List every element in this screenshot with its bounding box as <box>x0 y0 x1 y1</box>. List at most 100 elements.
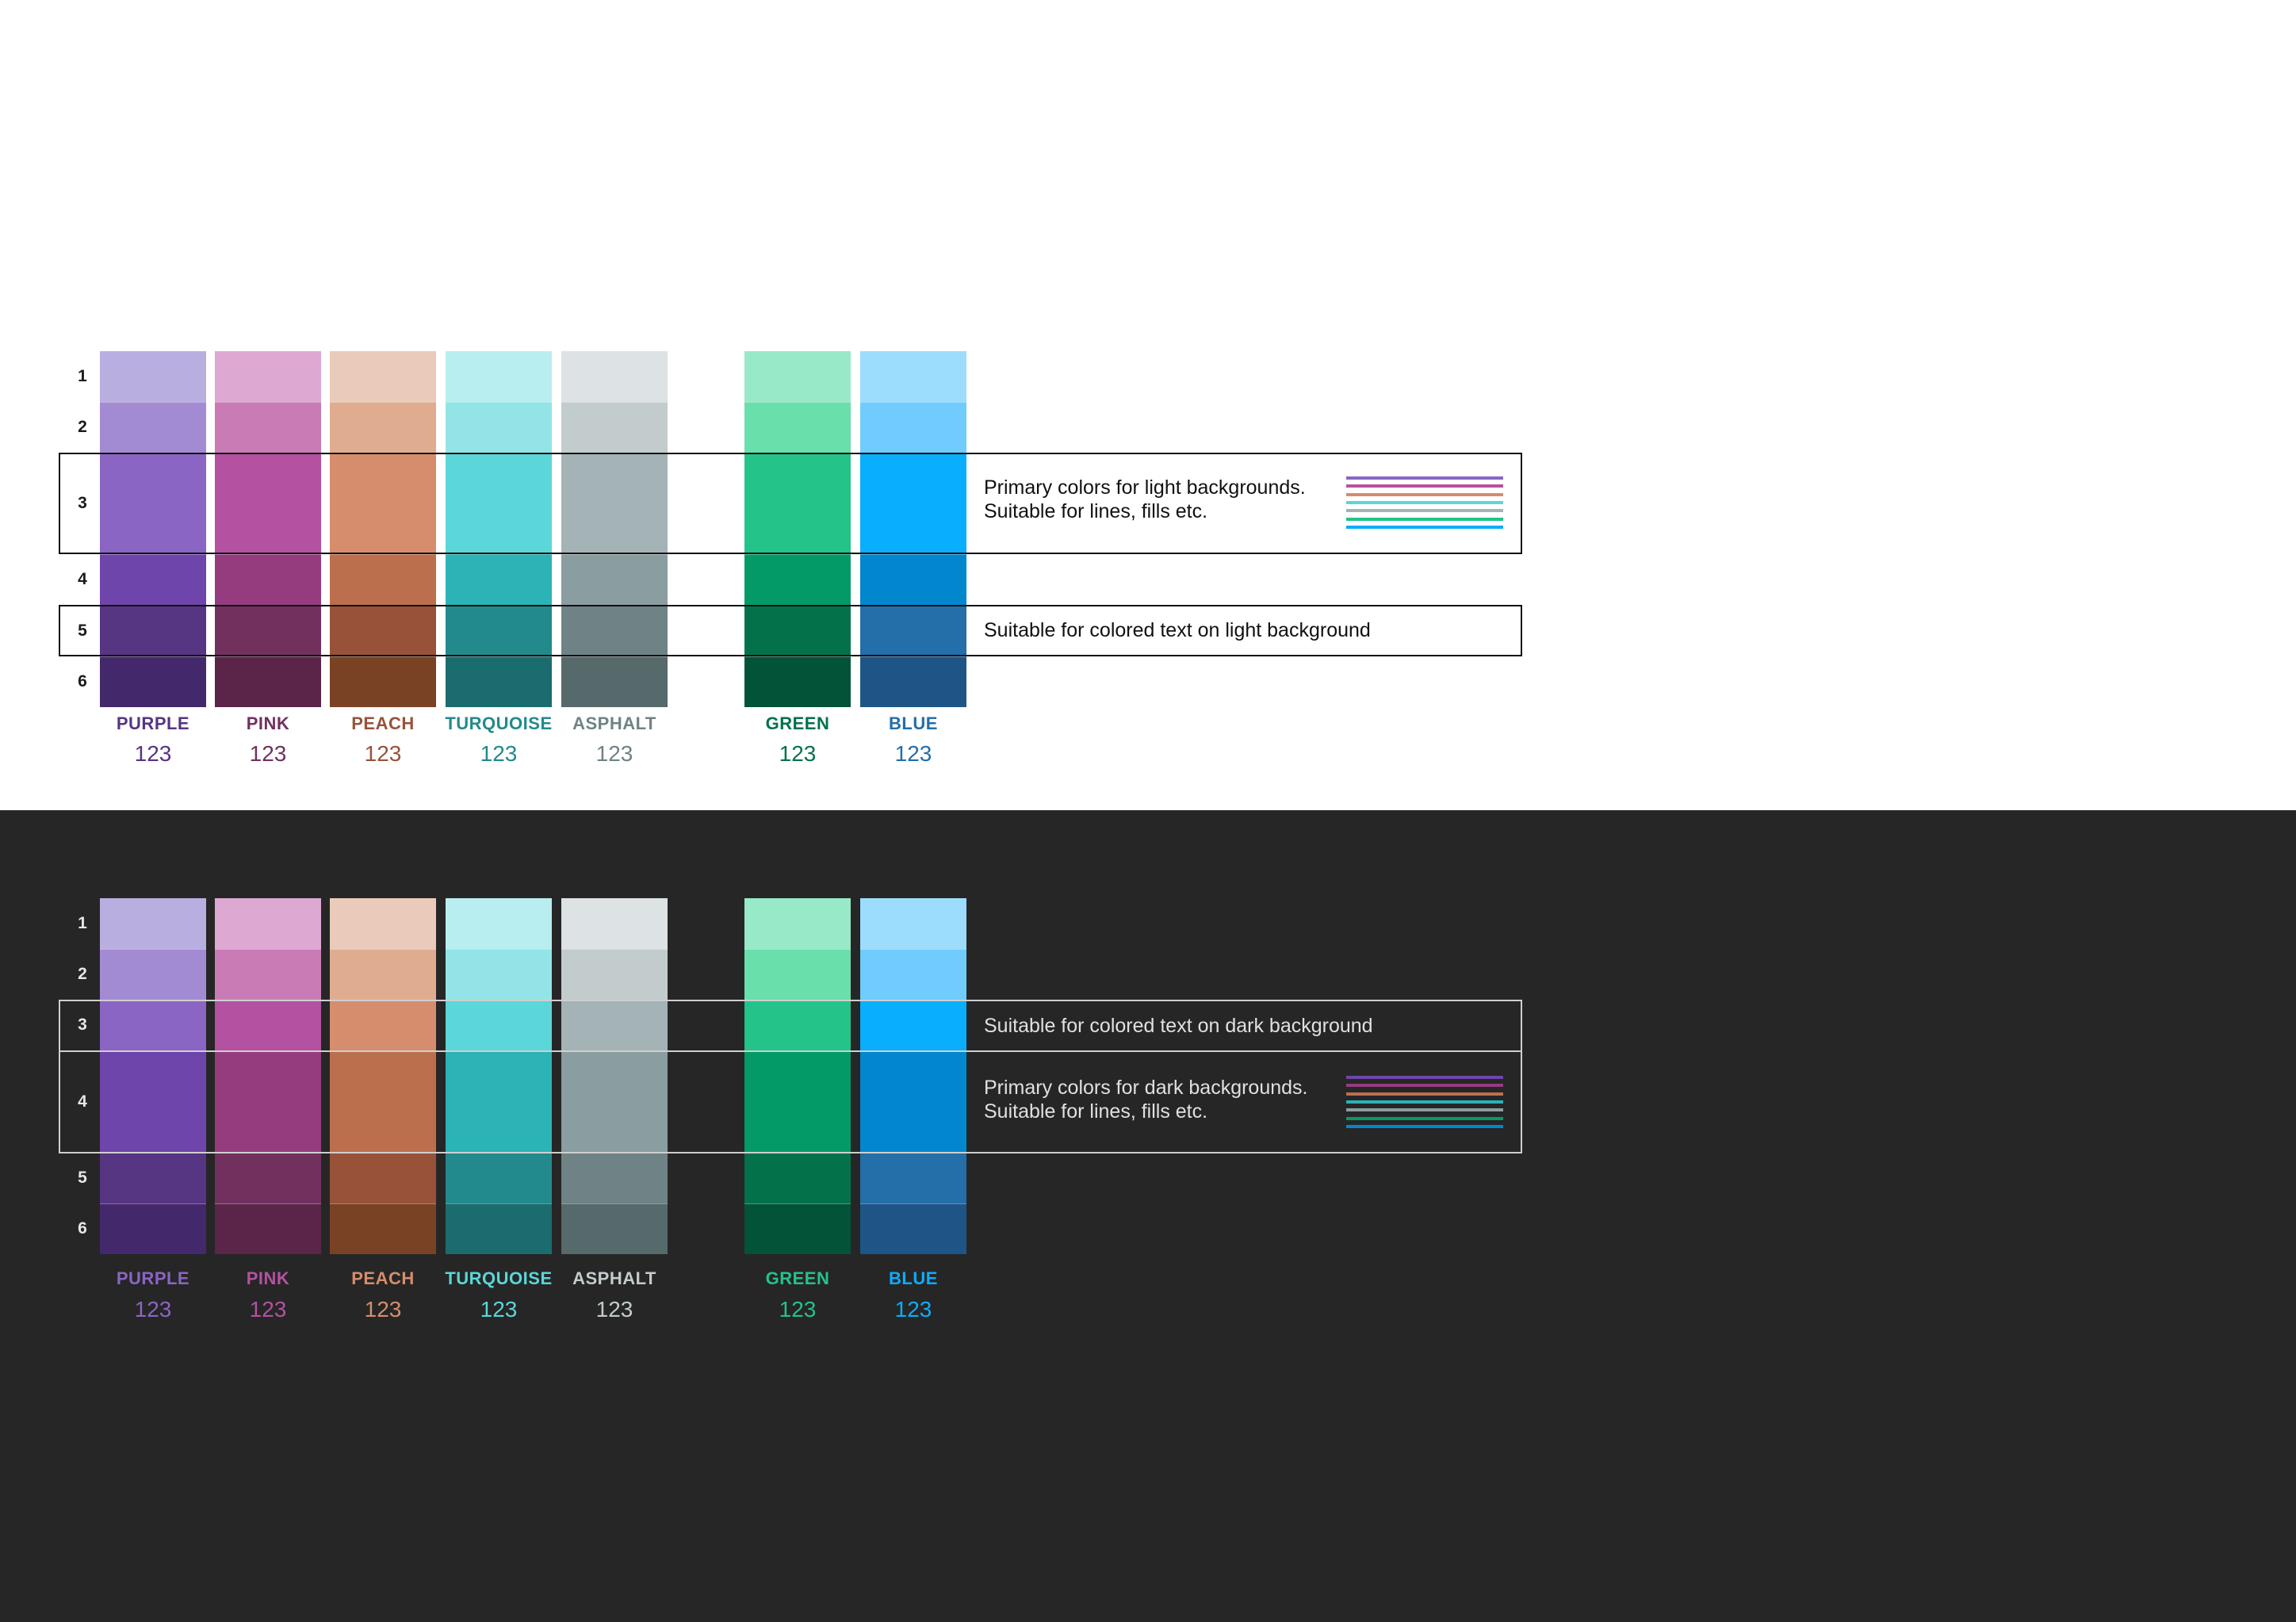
swatch-green-3 <box>744 453 851 554</box>
swatch-purple-2 <box>100 949 206 1000</box>
row-label-3: 3 <box>78 1016 87 1034</box>
palette-sample-turquoise: 123 <box>480 1297 518 1322</box>
swatch-peach-3 <box>330 1000 436 1050</box>
swatch-asphalt-2 <box>561 402 668 453</box>
swatch-purple-2 <box>100 402 206 453</box>
sample-line-turquoise <box>1346 1100 1503 1104</box>
swatch-pink-5 <box>215 1153 321 1203</box>
swatch-asphalt-4 <box>561 554 668 605</box>
palette-sample-blue: 123 <box>894 1297 932 1322</box>
sample-lines <box>1346 476 1503 532</box>
palette-name-turquoise: TURQUOISE <box>445 1268 553 1288</box>
swatch-blue-1 <box>860 351 966 402</box>
swatch-peach-3 <box>330 453 436 554</box>
swatch-blue-3 <box>860 453 966 554</box>
row-label-3: 3 <box>78 494 87 512</box>
swatch-green-5 <box>744 605 851 656</box>
swatch-turquoise-2 <box>446 949 552 1000</box>
swatch-turquoise-2 <box>446 402 552 453</box>
swatch-blue-6 <box>860 1203 966 1254</box>
primary-colors-note: Primary colors for light backgrounds. Su… <box>984 476 1306 522</box>
swatch-turquoise-1 <box>446 351 552 402</box>
swatch-turquoise-6 <box>446 656 552 707</box>
palette-sample-purple: 123 <box>134 741 172 766</box>
swatch-asphalt-6 <box>561 1203 668 1254</box>
palette-name-pink: PINK <box>246 1268 290 1288</box>
row-label-5: 5 <box>78 621 87 640</box>
swatch-asphalt-3 <box>561 453 668 554</box>
palette-sample-pink: 123 <box>249 1297 287 1322</box>
swatch-purple-1 <box>100 898 206 949</box>
palette-sample-green: 123 <box>779 1297 817 1322</box>
swatch-turquoise-5 <box>446 605 552 656</box>
swatch-turquoise-4 <box>446 1050 552 1153</box>
sample-line-green <box>1346 1117 1503 1120</box>
swatch-pink-4 <box>215 1050 321 1153</box>
row-label-1: 1 <box>78 367 87 385</box>
palette-name-peach: PEACH <box>351 1268 415 1288</box>
swatch-pink-6 <box>215 656 321 707</box>
swatch-green-6 <box>744 1203 851 1254</box>
palette-sample-asphalt: 123 <box>595 1297 633 1322</box>
palette-name-asphalt: ASPHALT <box>572 1268 656 1288</box>
swatch-pink-4 <box>215 554 321 605</box>
palette-name-green: GREEN <box>765 1268 830 1288</box>
swatch-purple-6 <box>100 656 206 707</box>
row-label-2: 2 <box>78 418 87 436</box>
swatch-blue-2 <box>860 402 966 453</box>
swatch-peach-5 <box>330 605 436 656</box>
swatch-blue-5 <box>860 605 966 656</box>
swatch-green-4 <box>744 554 851 605</box>
palette-name-green: GREEN <box>765 713 830 733</box>
swatch-blue-6 <box>860 656 966 707</box>
text-colors-note: Suitable for colored text on light backg… <box>984 619 1371 641</box>
palette-sample-asphalt: 123 <box>595 741 633 766</box>
sample-line-asphalt <box>1346 1108 1503 1111</box>
sample-line-turquoise <box>1346 501 1503 504</box>
swatch-green-1 <box>744 351 851 402</box>
palette-name-blue: BLUE <box>889 1268 938 1288</box>
sample-line-peach <box>1346 1092 1503 1096</box>
sample-line-purple <box>1346 1076 1503 1079</box>
swatch-purple-5 <box>100 1153 206 1203</box>
swatch-peach-1 <box>330 351 436 402</box>
sample-line-pink <box>1346 484 1503 488</box>
swatch-pink-2 <box>215 949 321 1000</box>
row-label-4: 4 <box>78 1092 87 1111</box>
sample-line-asphalt <box>1346 509 1503 512</box>
swatch-purple-4 <box>100 1050 206 1153</box>
swatch-peach-2 <box>330 949 436 1000</box>
sample-line-green <box>1346 518 1503 521</box>
swatch-peach-4 <box>330 554 436 605</box>
primary-colors-highlight <box>59 1050 1522 1153</box>
swatch-pink-2 <box>215 402 321 453</box>
primary-colors-highlight <box>59 453 1522 554</box>
palette-name-pink: PINK <box>246 713 290 733</box>
swatch-asphalt-6 <box>561 656 668 707</box>
swatch-purple-3 <box>100 453 206 554</box>
swatch-peach-1 <box>330 898 436 949</box>
row-label-5: 5 <box>78 1169 87 1187</box>
palette-name-asphalt: ASPHALT <box>572 713 656 733</box>
swatch-purple-1 <box>100 351 206 402</box>
swatch-pink-1 <box>215 351 321 402</box>
swatch-green-1 <box>744 898 851 949</box>
swatch-green-3 <box>744 1000 851 1050</box>
sample-line-blue <box>1346 1125 1503 1128</box>
swatch-peach-2 <box>330 402 436 453</box>
text-colors-highlight <box>59 605 1522 656</box>
row-label-4: 4 <box>78 570 87 588</box>
swatch-green-6 <box>744 656 851 707</box>
palette-name-purple: PURPLE <box>116 1268 190 1288</box>
swatch-blue-2 <box>860 949 966 1000</box>
swatch-blue-4 <box>860 554 966 605</box>
row-label-6: 6 <box>78 1219 87 1238</box>
swatch-green-5 <box>744 1153 851 1203</box>
text-colors-note: Suitable for colored text on dark backgr… <box>984 1015 1373 1037</box>
swatch-pink-5 <box>215 605 321 656</box>
swatch-asphalt-5 <box>561 605 668 656</box>
swatch-peach-6 <box>330 656 436 707</box>
palette-sample-pink: 123 <box>249 741 287 766</box>
